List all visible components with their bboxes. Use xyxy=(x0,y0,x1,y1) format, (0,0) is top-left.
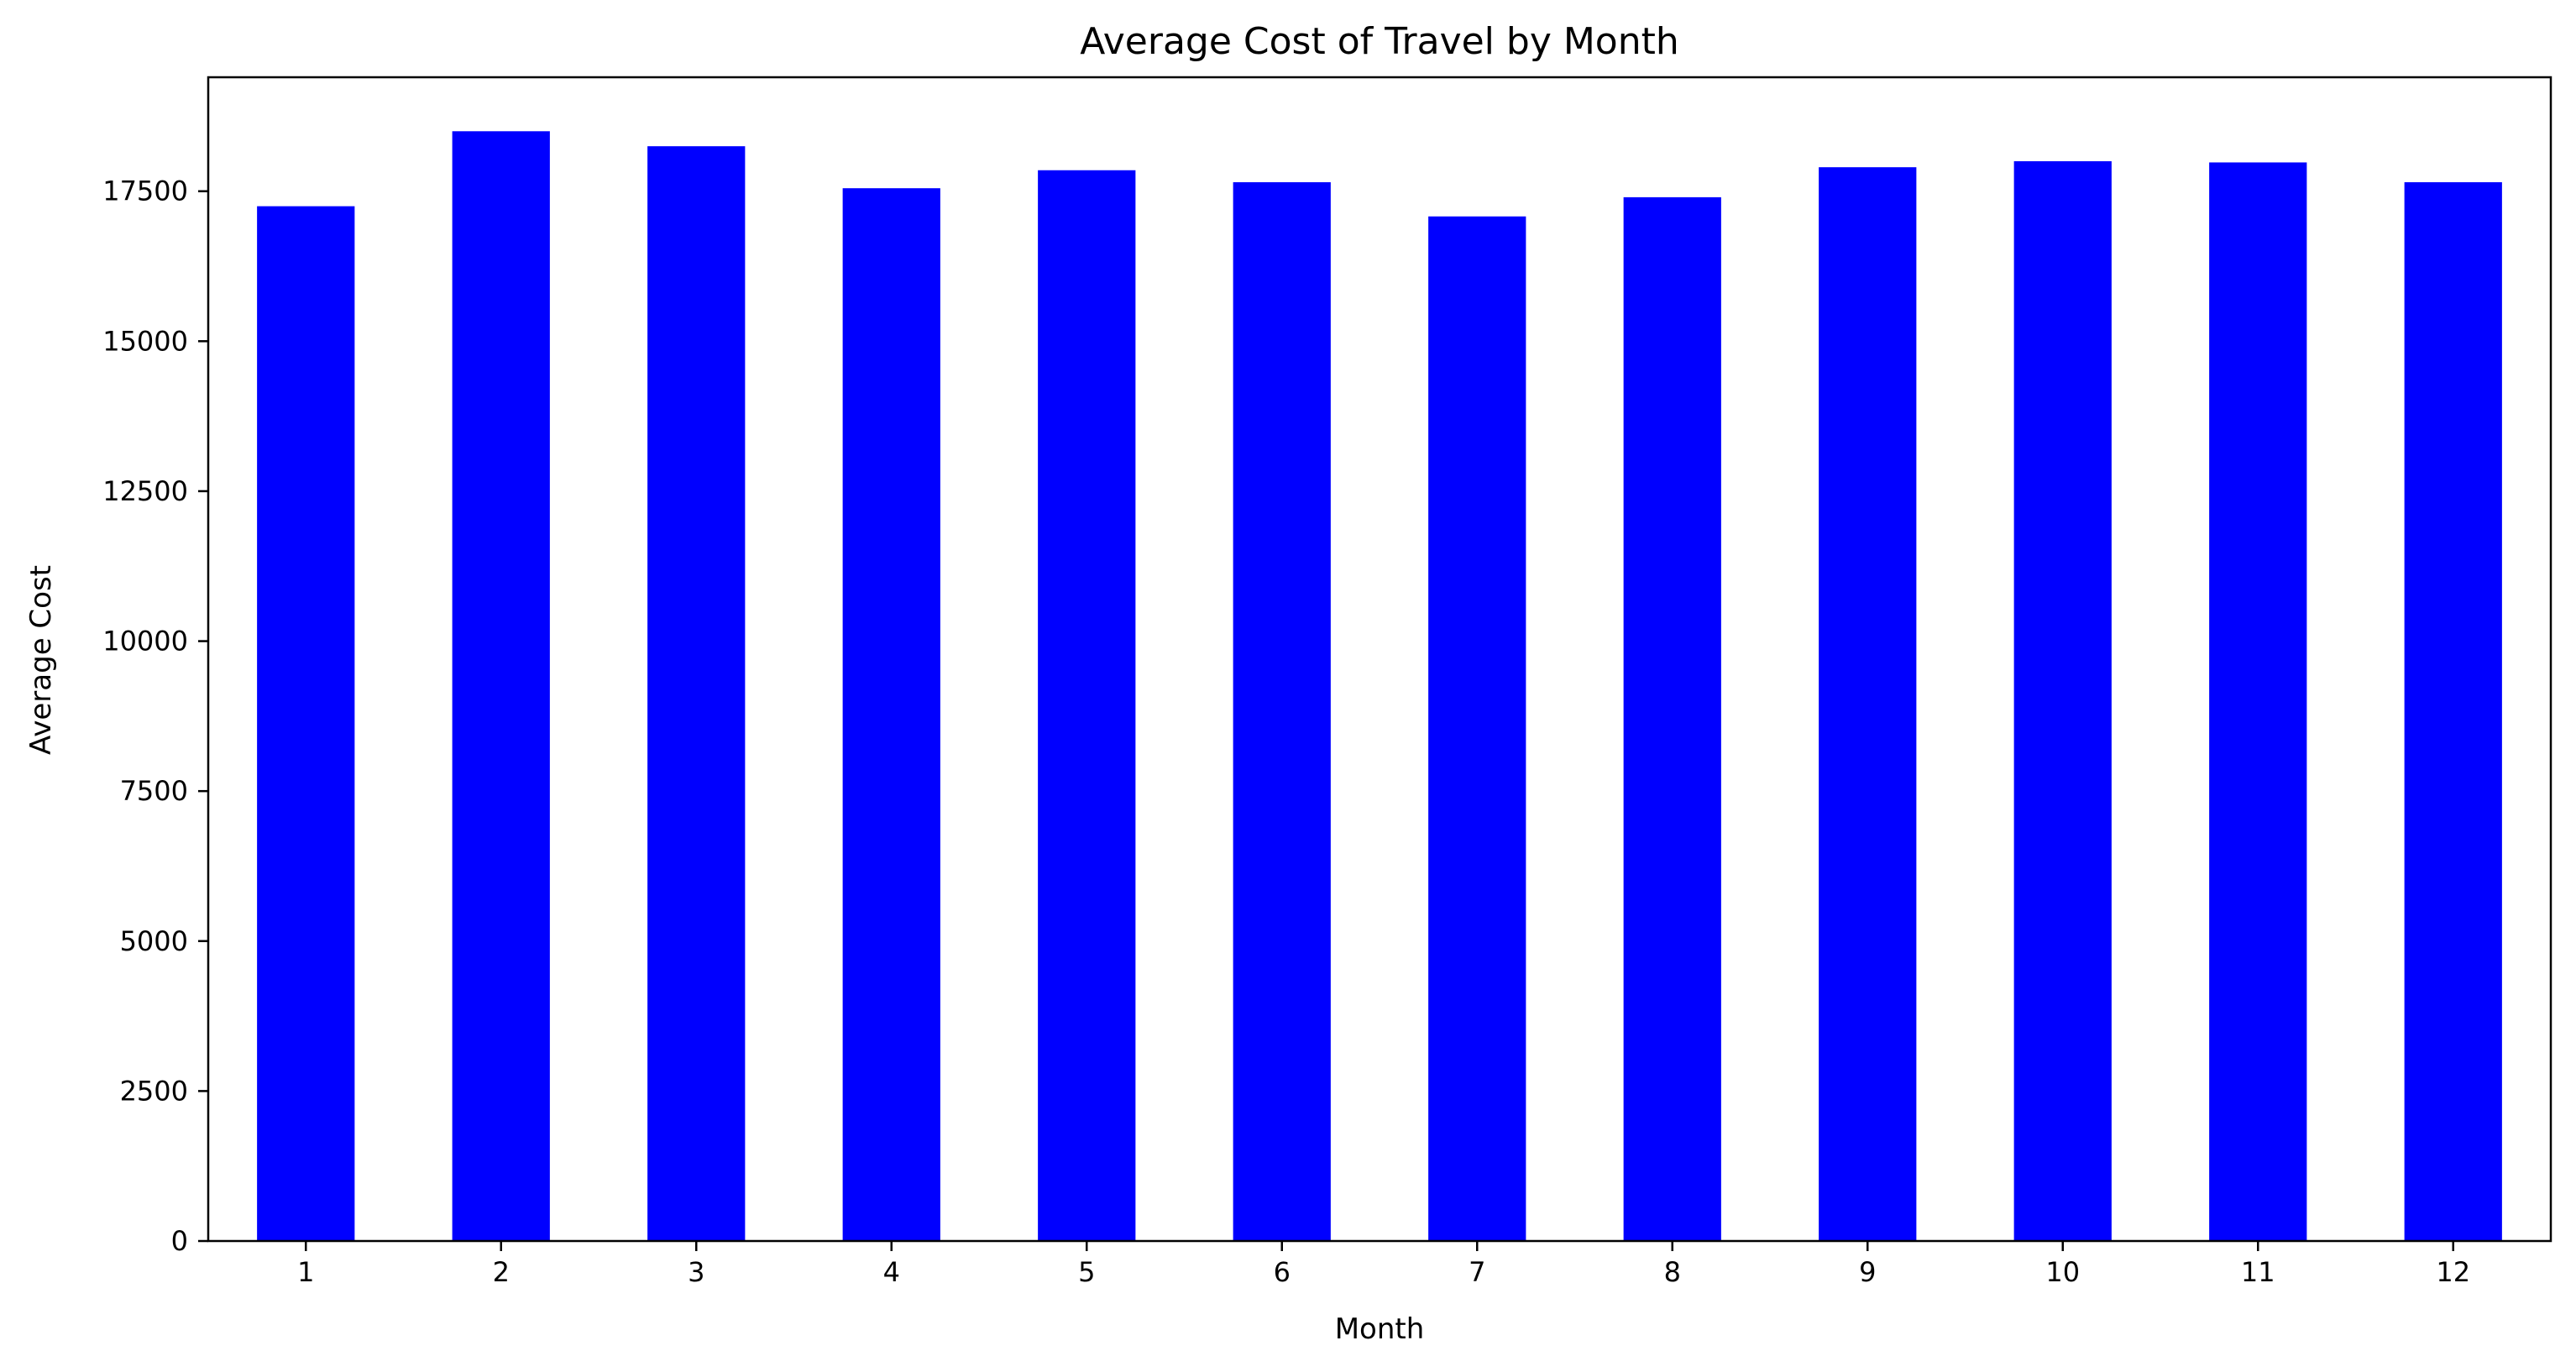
plot-frame xyxy=(207,76,2552,1243)
x-tick-label: 8 xyxy=(1664,1256,1681,1288)
x-tick-label: 4 xyxy=(883,1256,900,1288)
bar-month-5 xyxy=(1038,170,1136,1242)
y-tick-label: 2500 xyxy=(120,1075,188,1107)
y-tick-label: 7500 xyxy=(120,775,188,807)
x-tick-label: 9 xyxy=(1859,1256,1876,1288)
y-tick-label: 5000 xyxy=(120,925,188,957)
bar-month-8 xyxy=(1623,196,1721,1241)
bar-month-9 xyxy=(1819,167,1917,1242)
y-tick-label: 12500 xyxy=(102,475,188,507)
bar-month-11 xyxy=(2209,162,2307,1242)
y-tick-label: 10000 xyxy=(102,626,188,657)
bar-month-4 xyxy=(842,188,940,1241)
bar-month-1 xyxy=(257,206,355,1242)
bar-month-7 xyxy=(1428,216,1526,1242)
y-axis-ticks: 0 2500 5000 7500 10000 12500 15000 17500 xyxy=(102,175,208,1257)
y-tick-label: 15000 xyxy=(102,325,188,357)
x-tick-label: 3 xyxy=(688,1256,704,1288)
bar-month-10 xyxy=(2013,161,2112,1241)
x-axis-label: Month xyxy=(1335,1312,1425,1346)
bar-month-3 xyxy=(647,146,746,1241)
chart-title: Average Cost of Travel by Month xyxy=(1080,20,1679,63)
y-axis-label: Average Cost xyxy=(24,565,58,755)
bar-month-12 xyxy=(2404,182,2502,1242)
x-tick-label: 7 xyxy=(1469,1256,1485,1288)
x-tick-label: 5 xyxy=(1078,1256,1095,1288)
x-tick-label: 2 xyxy=(493,1256,510,1288)
x-tick-label: 12 xyxy=(2436,1256,2470,1288)
bar-month-2 xyxy=(452,131,550,1242)
bars-group xyxy=(257,131,2502,1242)
y-tick-label: 0 xyxy=(171,1225,188,1257)
x-tick-label: 1 xyxy=(297,1256,314,1288)
x-tick-label: 10 xyxy=(2045,1256,2080,1288)
x-tick-label: 11 xyxy=(2241,1256,2275,1288)
x-tick-label: 6 xyxy=(1274,1256,1291,1288)
y-tick-label: 17500 xyxy=(102,175,188,207)
x-axis-ticks: 1 2 3 4 5 6 7 8 9 10 11 12 xyxy=(297,1241,2470,1288)
bar-month-6 xyxy=(1233,182,1331,1242)
